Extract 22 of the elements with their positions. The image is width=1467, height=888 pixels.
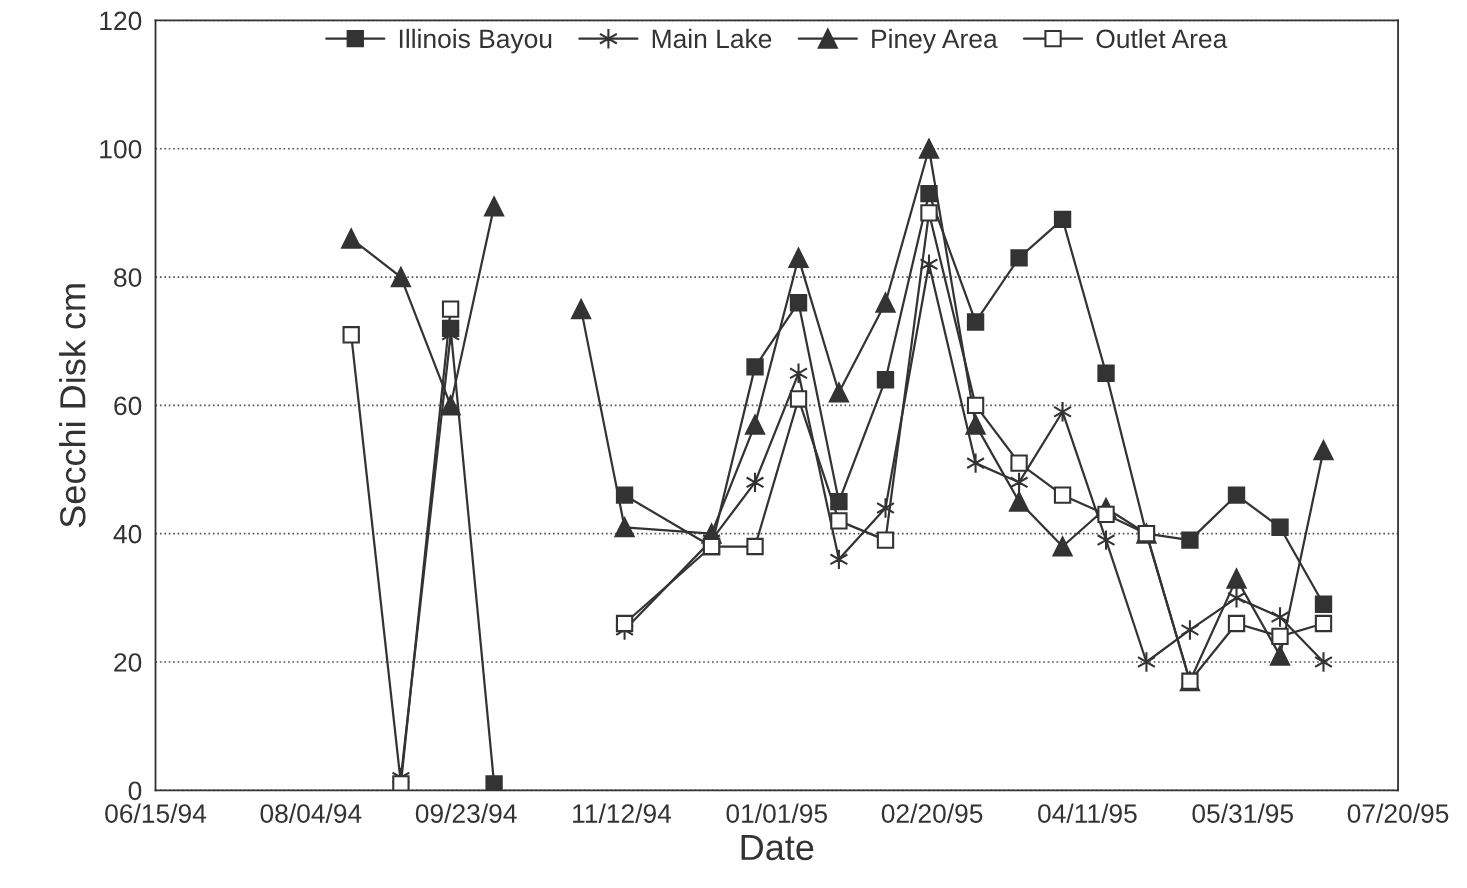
legend-label: Piney Area	[872, 28, 998, 54]
x-tick-label: 07/20/95	[1347, 803, 1449, 823]
x-tick-label: 01/01/95	[726, 803, 828, 823]
x-tick-label: 06/15/94	[105, 803, 207, 823]
legend-label: Main Lake	[652, 28, 772, 49]
y-tick-label: 100	[100, 139, 142, 159]
y-tick-label: 120	[100, 11, 142, 31]
x-tick-label: 08/04/94	[260, 803, 362, 823]
y-tick-label: 80	[114, 268, 142, 287]
x-tick-label: 02/20/95	[881, 803, 983, 823]
x-axis-title: Date	[741, 835, 814, 861]
x-tick-label: 09/23/94	[415, 803, 517, 823]
legend-label: Outlet Area	[1096, 28, 1228, 49]
y-tick-label: 20	[114, 653, 142, 672]
x-tick-label: 11/12/94	[573, 803, 672, 823]
x-tick-label: 04/11/95	[1038, 803, 1137, 823]
y-tick-label: 0	[128, 781, 142, 801]
y-tick-label: 40	[113, 524, 142, 544]
y-tick-label: 60	[114, 396, 142, 416]
legend-label: Illinois Bayou	[399, 28, 552, 54]
y-axis-title: Secchi Disk cm	[59, 284, 86, 528]
x-tick-label: 05/31/95	[1192, 803, 1293, 823]
